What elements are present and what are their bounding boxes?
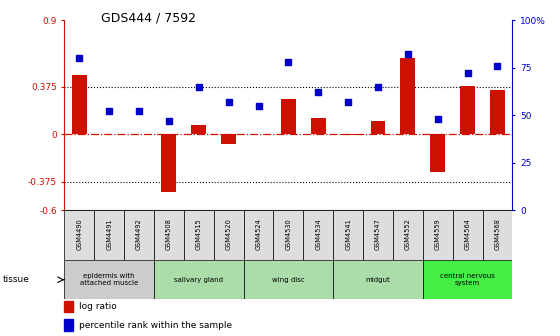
Point (374, 84, 382, 89)
Bar (214, 210, 244, 260)
Point (134, 109, 143, 114)
Point (314, 90, 323, 95)
Bar (72, 75, 87, 134)
Bar (64, 301, 73, 312)
Bar (154, 210, 184, 260)
Text: epidermis with
attached muscle: epidermis with attached muscle (80, 273, 138, 286)
Bar (192, 125, 206, 134)
Text: GSM4492: GSM4492 (136, 218, 142, 250)
Bar (154, 260, 244, 299)
Text: central nervous
system: central nervous system (440, 273, 495, 286)
Bar (311, 118, 326, 134)
Bar (64, 260, 154, 299)
Point (433, 116, 442, 122)
Text: GSM4491: GSM4491 (106, 218, 112, 250)
Text: GSM4552: GSM4552 (405, 218, 411, 250)
Bar (363, 210, 393, 260)
Bar (452, 210, 483, 260)
Point (463, 71, 472, 76)
Bar (340, 134, 356, 135)
Bar (490, 90, 505, 134)
Bar (430, 134, 445, 172)
Point (194, 84, 203, 89)
Text: midgut: midgut (366, 277, 390, 283)
Point (165, 118, 174, 123)
Bar (371, 121, 385, 134)
Bar (400, 58, 416, 134)
Text: wing disc: wing disc (272, 277, 305, 283)
Text: GSM4520: GSM4520 (226, 218, 232, 250)
Point (403, 52, 412, 57)
Bar (483, 210, 512, 260)
Bar (161, 134, 176, 192)
Point (344, 99, 353, 104)
Point (105, 109, 114, 114)
Text: GSM4490: GSM4490 (76, 218, 82, 250)
Text: tissue: tissue (3, 275, 30, 284)
Bar (244, 260, 333, 299)
Bar (333, 210, 363, 260)
Bar (184, 210, 214, 260)
Text: GDS444 / 7592: GDS444 / 7592 (101, 12, 196, 25)
Bar (460, 86, 475, 134)
Point (254, 103, 263, 108)
Text: percentile rank within the sample: percentile rank within the sample (79, 321, 232, 330)
Text: GSM4541: GSM4541 (345, 218, 351, 250)
Text: salivary gland: salivary gland (174, 277, 223, 283)
Text: GSM4534: GSM4534 (315, 218, 321, 250)
Text: GSM4564: GSM4564 (465, 218, 470, 250)
Bar (304, 210, 333, 260)
Bar (423, 260, 512, 299)
Text: GSM4524: GSM4524 (255, 218, 262, 250)
Bar (221, 134, 236, 144)
Text: GSM4547: GSM4547 (375, 218, 381, 250)
Point (493, 63, 502, 69)
Bar (281, 99, 296, 134)
Text: GSM4530: GSM4530 (286, 218, 291, 250)
Text: log ratio: log ratio (79, 302, 116, 311)
Bar (393, 210, 423, 260)
Bar (64, 319, 73, 331)
Text: GSM4559: GSM4559 (435, 218, 441, 250)
Bar (94, 210, 124, 260)
Bar (423, 210, 452, 260)
Bar (333, 260, 423, 299)
Bar (273, 210, 304, 260)
Bar (64, 210, 94, 260)
Text: GSM4568: GSM4568 (494, 218, 501, 250)
Bar (244, 210, 273, 260)
Point (224, 99, 233, 104)
Text: GSM4515: GSM4515 (196, 218, 202, 250)
Text: GSM4508: GSM4508 (166, 218, 172, 250)
Point (75, 55, 84, 61)
Bar (124, 210, 154, 260)
Point (284, 59, 293, 65)
